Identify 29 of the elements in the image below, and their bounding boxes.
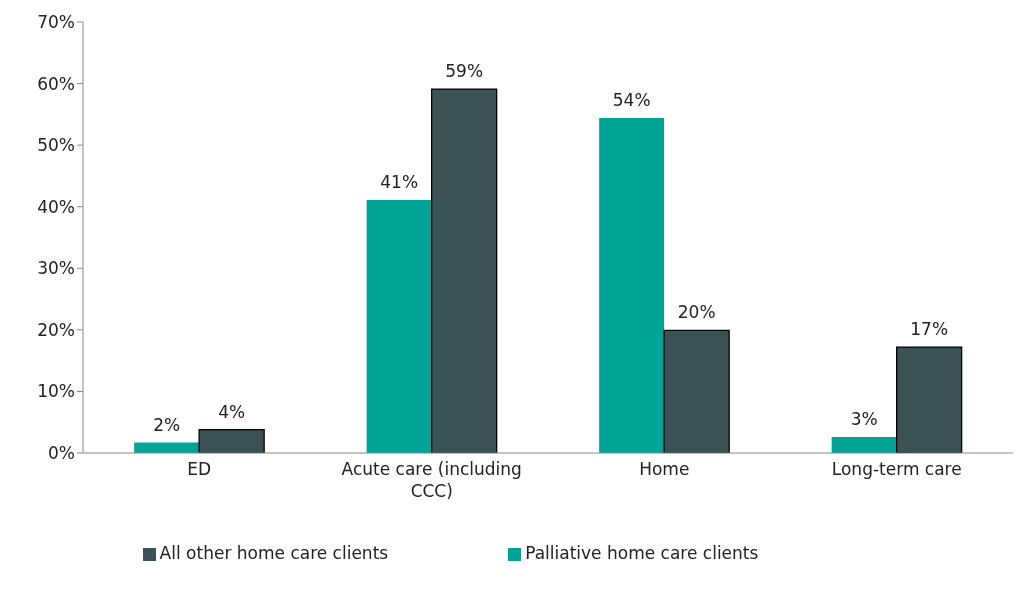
data-label: 20%	[677, 302, 716, 323]
x-tick-label: Long-term care	[831, 459, 962, 479]
bar	[198, 428, 265, 453]
y-tick-label: 70%	[37, 12, 75, 33]
bar	[366, 199, 432, 453]
y-tick-label: 60%	[37, 73, 75, 94]
data-label: 4%	[218, 401, 246, 422]
data-label: 17%	[910, 319, 949, 340]
bar	[431, 88, 498, 453]
x-tick-label: ED	[187, 459, 212, 479]
bar	[599, 118, 665, 453]
data-label: 2%	[153, 414, 181, 435]
bar	[831, 436, 897, 453]
x-tick-label: Home	[639, 459, 690, 479]
legend-label: Palliative home care clients	[525, 543, 759, 563]
y-tick-label: 0%	[48, 443, 75, 464]
legend-label: All other home care clients	[159, 543, 389, 563]
data-label: 3%	[850, 408, 878, 429]
bar	[896, 346, 963, 453]
bar	[663, 329, 730, 453]
y-tick-label: 20%	[37, 319, 75, 340]
y-tick-label: 30%	[37, 258, 75, 279]
data-label: 54%	[612, 90, 651, 111]
y-tick-label: 40%	[37, 196, 75, 217]
y-tick-label: 50%	[37, 135, 75, 156]
x-tick-label: Acute care (including CCC)	[341, 459, 522, 501]
data-label: 59%	[445, 61, 484, 82]
y-tick-label: 10%	[37, 381, 75, 402]
data-label: 41%	[380, 171, 419, 192]
